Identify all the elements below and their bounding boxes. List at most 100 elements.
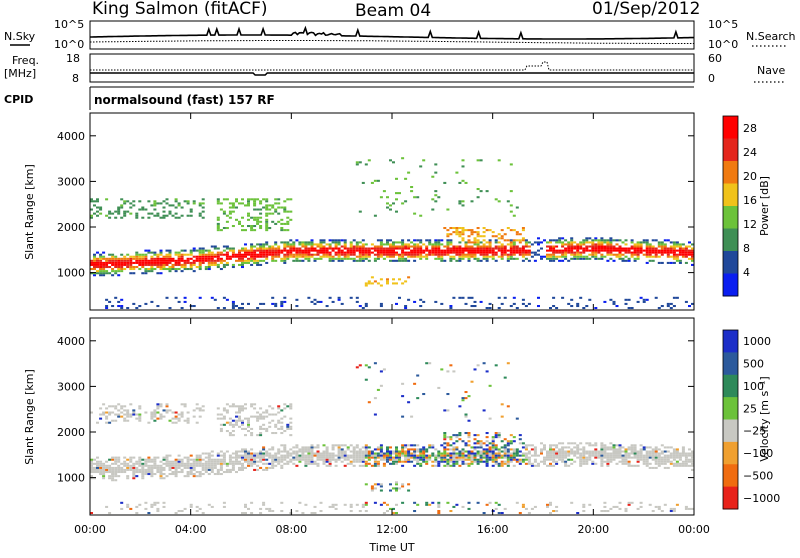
velocity-cell: [615, 454, 619, 457]
power-cell: [322, 251, 326, 254]
velocity-cell: [479, 440, 483, 443]
velocity-cell: [506, 454, 510, 457]
velocity-cell: [609, 458, 613, 461]
power-cell: [262, 255, 266, 258]
power-cell: [117, 212, 121, 215]
power-cell: [238, 263, 241, 266]
power-cell: [241, 302, 244, 305]
power-cell: [678, 245, 682, 248]
power-cell: [633, 253, 637, 256]
velocity-cell: [129, 468, 133, 471]
power-cell: [313, 249, 317, 252]
power-cell: [437, 243, 441, 246]
velocity-cell: [180, 462, 184, 465]
velocity-cell: [253, 460, 257, 463]
power-cell: [691, 263, 694, 266]
power-cell: [114, 263, 118, 266]
power-cell: [156, 259, 160, 262]
power-cell: [301, 243, 305, 246]
velocity-cell: [389, 452, 392, 455]
power-cell: [310, 243, 314, 246]
velocity-cell: [624, 454, 628, 457]
power-cell: [135, 266, 139, 269]
power-cell: [120, 263, 124, 266]
velocity-cell: [675, 503, 679, 506]
velocity-cell: [506, 462, 510, 465]
power-cell: [382, 257, 386, 260]
power-cell: [654, 239, 658, 242]
power-cell: [521, 251, 525, 254]
power-cell: [654, 253, 658, 256]
velocity-cell: [482, 454, 486, 457]
power-cell: [530, 243, 534, 246]
power-cell: [150, 255, 154, 258]
velocity-cell: [657, 505, 661, 508]
velocity-cell: [678, 456, 682, 459]
power-cell: [410, 255, 414, 258]
power-cell: [482, 255, 486, 258]
velocity-cell: [537, 462, 540, 465]
power-cell: [455, 259, 459, 262]
velocity-cell: [238, 405, 241, 408]
velocity-cell: [322, 452, 326, 455]
velocity-cell: [286, 454, 290, 457]
velocity-cell: [126, 503, 130, 506]
velocity-cell: [277, 411, 281, 414]
velocity-cell: [437, 503, 441, 506]
velocity-cell: [464, 450, 468, 453]
velocity-cell: [349, 462, 353, 465]
velocity-cell: [192, 415, 196, 418]
velocity-cell: [241, 448, 244, 451]
velocity-cell: [265, 452, 269, 455]
power-cell: [198, 202, 202, 205]
power-cell: [177, 300, 181, 303]
velocity-cell: [437, 386, 441, 389]
power-cell: [108, 216, 112, 219]
power-cell: [292, 241, 296, 244]
velocity-cell: [298, 454, 302, 457]
velocity-cell: [642, 448, 646, 451]
power-cell: [600, 247, 604, 250]
power-cell: [669, 249, 673, 252]
velocity-cell: [216, 468, 220, 471]
velocity-cell: [594, 444, 598, 447]
power-cell: [210, 257, 214, 260]
velocity-cell: [573, 450, 577, 453]
power-cell: [485, 247, 489, 250]
velocity-cell: [259, 432, 263, 435]
velocity-cell: [331, 505, 335, 508]
velocity-cell: [235, 421, 238, 424]
velocity-cell: [289, 427, 293, 430]
power-cell: [225, 251, 229, 254]
velocity-cell: [630, 501, 634, 504]
power-cell: [379, 251, 383, 254]
power-cell: [497, 241, 501, 244]
velocity-cell: [147, 460, 151, 463]
power-cell: [253, 202, 257, 205]
velocity-cell: [298, 456, 302, 459]
power-cell: [286, 245, 290, 248]
velocity-cell: [416, 503, 420, 506]
velocity-cell: [219, 458, 223, 461]
power-cell: [352, 249, 356, 252]
power-cell: [201, 259, 205, 262]
power-cell: [594, 255, 598, 258]
power-cell: [555, 307, 559, 310]
velocity-cell: [681, 462, 685, 465]
velocity-cell: [657, 456, 661, 459]
velocity-cell: [225, 430, 229, 433]
power-cell: [307, 257, 311, 260]
velocity-cell: [464, 413, 468, 416]
velocity-cell: [367, 454, 371, 457]
velocity-cell: [642, 454, 646, 457]
velocity-cell: [298, 458, 302, 461]
velocity-cell: [228, 468, 232, 471]
power-cell: [222, 227, 226, 230]
velocity-cell: [627, 456, 631, 459]
power-cell: [358, 251, 362, 254]
power-cell: [192, 247, 196, 250]
power-cell: [117, 270, 121, 273]
velocity-cell: [485, 458, 489, 461]
velocity-cell: [567, 454, 571, 457]
velocity-cell: [413, 452, 417, 455]
